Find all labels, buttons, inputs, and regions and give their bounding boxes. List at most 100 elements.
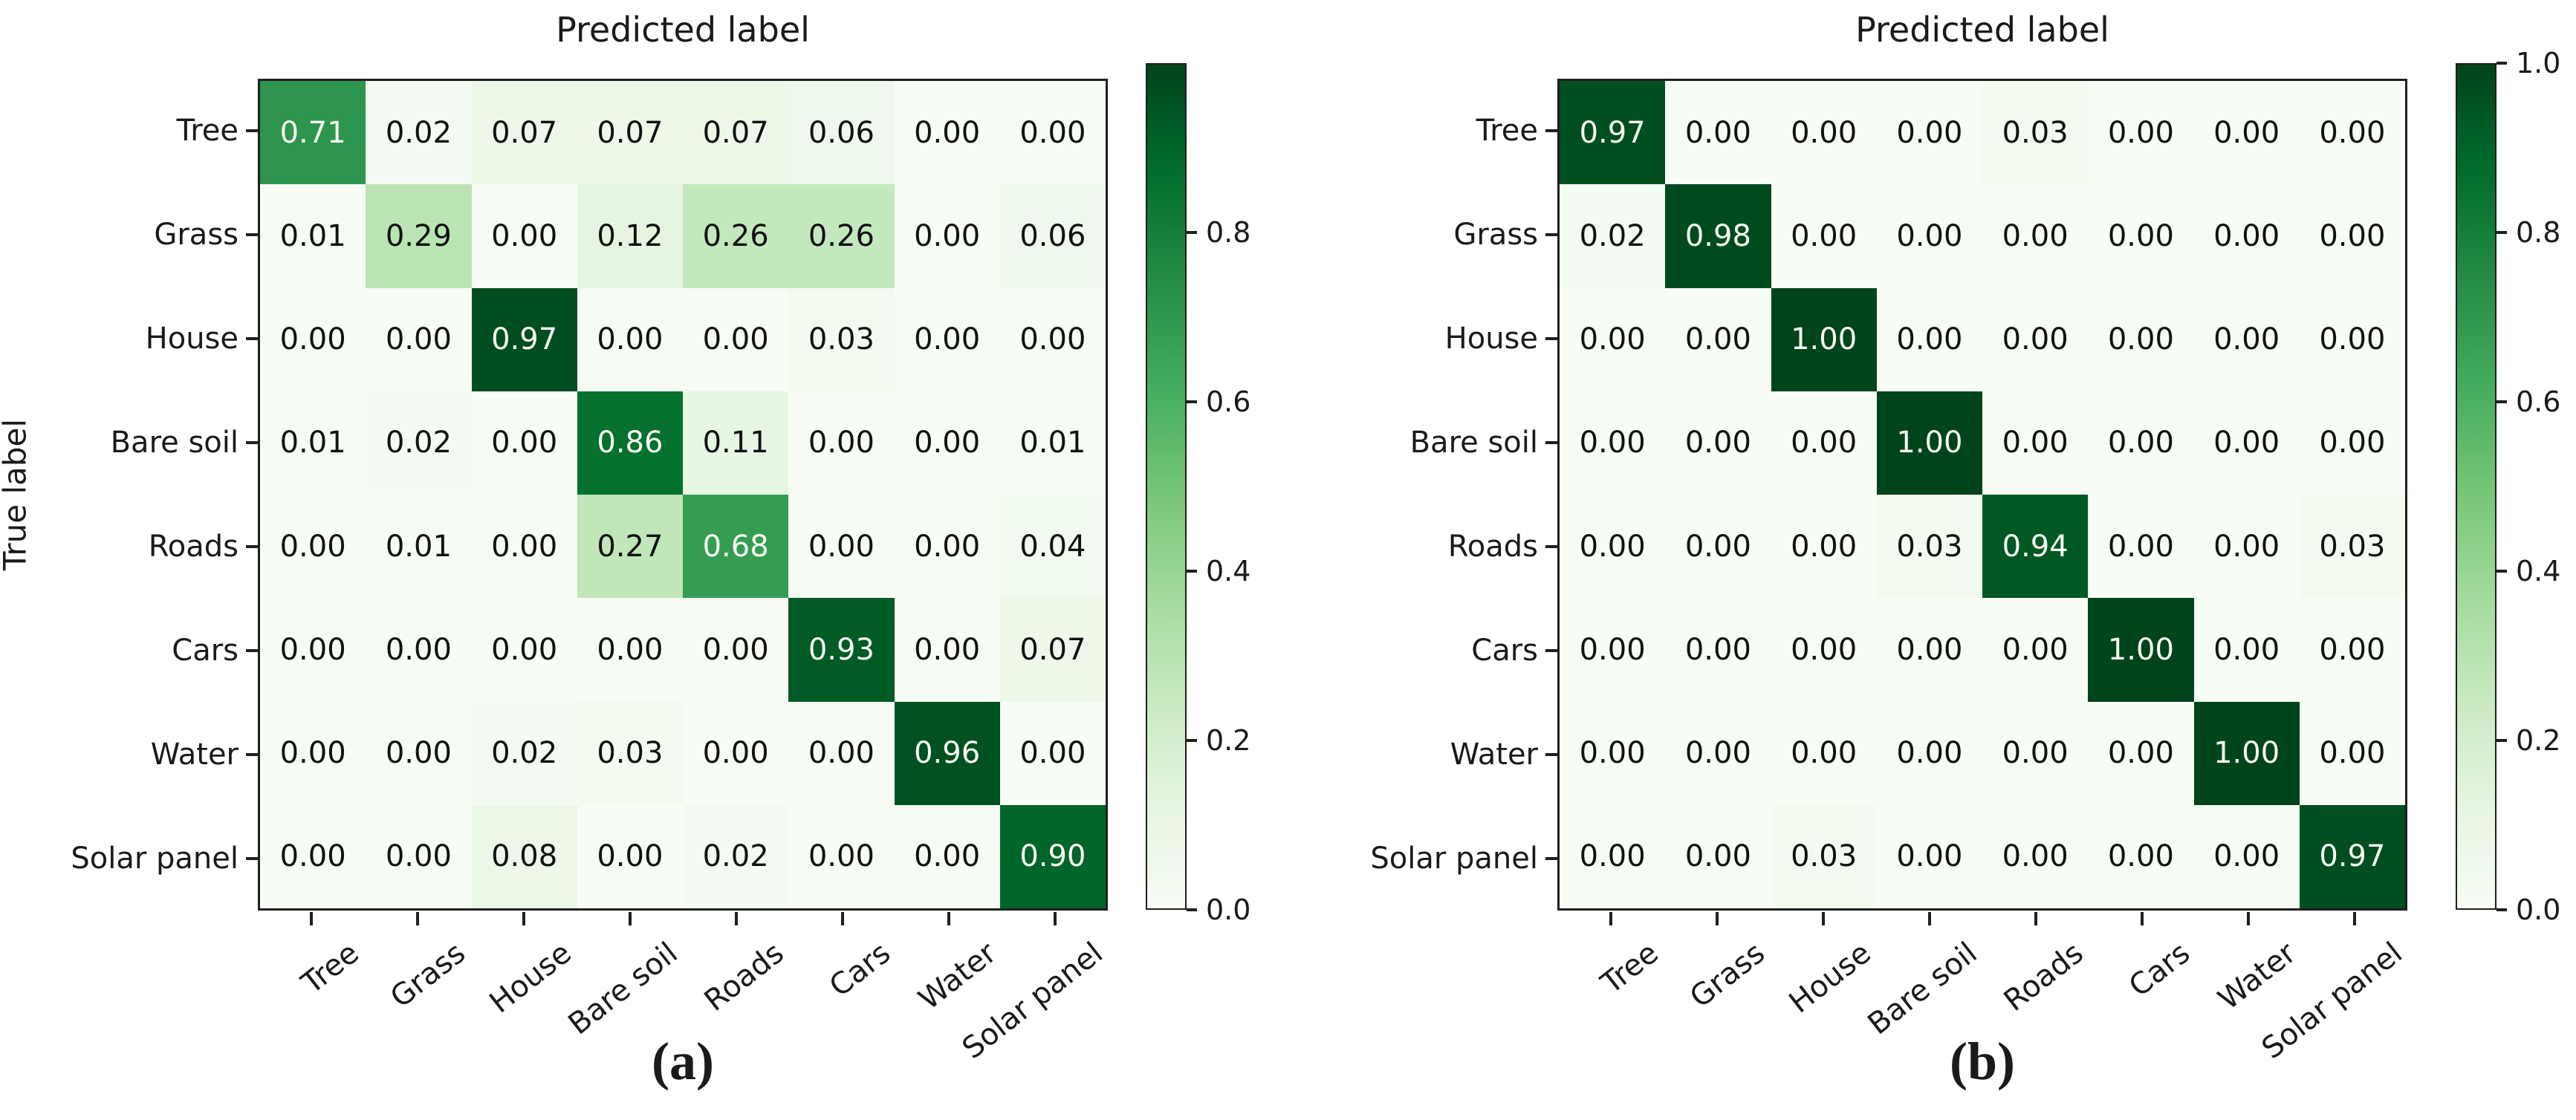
panel-caption: (b) — [1950, 1032, 2015, 1091]
matrix-cell: 1.00 — [2088, 598, 2194, 702]
col-tick — [2352, 912, 2356, 925]
matrix-cell: 0.00 — [1876, 598, 1982, 702]
matrix-cell: 0.00 — [894, 598, 1000, 702]
matrix-cell: 0.00 — [2088, 81, 2194, 185]
matrix-cell: 0.00 — [471, 391, 577, 495]
matrix-cell: 0.00 — [2193, 287, 2300, 391]
matrix-cell: 0.00 — [1771, 184, 1877, 288]
colorbar-tick — [1187, 570, 1197, 573]
matrix-cell: 0.00 — [999, 287, 1106, 391]
matrix-cell: 0.96 — [894, 701, 1000, 805]
matrix-cell: 0.00 — [1665, 495, 1771, 599]
matrix-cell: 0.00 — [577, 287, 683, 391]
colorbar-tick — [2496, 570, 2507, 573]
row-label: Cars — [1471, 634, 1538, 668]
colorbar-tick — [1187, 400, 1197, 403]
matrix-cell: 0.03 — [1876, 495, 1982, 599]
matrix-cell: 0.00 — [2193, 184, 2300, 288]
matrix-cell: 0.00 — [1876, 184, 1982, 288]
matrix-cell: 0.00 — [1771, 81, 1877, 185]
confusion-matrix: 0.97 0.00 0.00 0.00 0.03 0.00 0.00 0.00 0.02 0.98… — [1557, 79, 2407, 911]
col-tick — [734, 912, 738, 925]
matrix-cell: 0.00 — [2088, 804, 2194, 908]
panel-b: Predicted label 0.97 0.00 0.00 0.00 0.03 0.00… — [1288, 0, 2576, 1120]
matrix-cell: 0.01 — [999, 391, 1106, 495]
row-tick — [1545, 233, 1557, 236]
matrix-cell: 0.98 — [1665, 184, 1771, 288]
col-tick — [1053, 912, 1057, 925]
matrix-cell: 0.00 — [1982, 287, 2089, 391]
row-label: Bare soil — [1409, 426, 1538, 460]
matrix-cell: 0.90 — [999, 804, 1106, 908]
matrix-cell: 0.00 — [260, 495, 366, 599]
matrix-cell: 0.00 — [1876, 804, 1982, 908]
matrix-cell: 0.07 — [683, 81, 789, 185]
colorbar-tick — [2496, 739, 2507, 742]
matrix-cell: 1.00 — [2193, 701, 2300, 805]
panel-a: Predicted label True label 0.71 0.02 0.07 0… — [0, 10, 1251, 1091]
matrix-cell: 0.00 — [683, 287, 789, 391]
matrix-cell: 0.01 — [260, 184, 366, 288]
matrix-cell: 0.00 — [683, 701, 789, 805]
matrix-cell: 0.07 — [999, 598, 1106, 702]
matrix-cell: 0.00 — [2299, 287, 2405, 391]
col-label: Water — [912, 936, 1003, 1018]
matrix-cell: 0.00 — [788, 701, 895, 805]
matrix-cell: 0.29 — [366, 184, 472, 288]
matrix-cell: 0.00 — [2299, 184, 2405, 288]
matrix-cell: 1.00 — [1771, 287, 1877, 391]
colorbar-tick-label: 0.6 — [2516, 385, 2561, 418]
matrix-cell: 0.02 — [1560, 184, 1666, 288]
col-label: Bare soil — [1861, 936, 1984, 1042]
col-label: House — [483, 936, 578, 1020]
matrix-cell: 0.97 — [471, 287, 577, 391]
predicted-label-title: Predicted label — [556, 10, 810, 50]
matrix-cell: 0.00 — [894, 391, 1000, 495]
matrix-cell: 0.26 — [788, 184, 895, 288]
col-tick — [1715, 912, 1719, 925]
col-label: Tree — [1594, 936, 1665, 1001]
matrix-cell: 0.00 — [2299, 391, 2405, 495]
matrix-cell: 0.00 — [1665, 81, 1771, 185]
matrix-cell: 0.00 — [1665, 391, 1771, 495]
matrix-cell: 0.00 — [1665, 804, 1771, 908]
row-tick — [1545, 441, 1557, 444]
col-tick — [947, 912, 950, 925]
matrix-cell: 0.01 — [260, 391, 366, 495]
matrix-cell: 0.00 — [1982, 701, 2089, 805]
matrix-cell: 0.00 — [1560, 287, 1666, 391]
matrix-cell: 0.00 — [260, 598, 366, 702]
matrix-cell: 0.11 — [683, 391, 789, 495]
matrix-cell: 0.00 — [999, 81, 1106, 185]
row-label: Cars — [172, 634, 239, 668]
matrix-cell: 0.00 — [471, 495, 577, 599]
matrix-cell: 0.03 — [577, 701, 683, 805]
col-label: Cars — [823, 936, 897, 1004]
matrix-cell: 0.00 — [2088, 701, 2194, 805]
matrix-cell: 0.00 — [2193, 81, 2300, 185]
colorbar-tick-label: 0.4 — [1206, 555, 1251, 587]
matrix-cell: 0.00 — [2193, 391, 2300, 495]
col-label: Tree — [295, 936, 366, 1001]
row-label: Roads — [1447, 530, 1538, 564]
matrix-cell: 0.06 — [788, 81, 895, 185]
col-tick — [840, 912, 844, 925]
colorbar — [2456, 63, 2496, 910]
matrix-cell: 0.02 — [366, 391, 472, 495]
matrix-cell: 0.00 — [1560, 598, 1666, 702]
row-tick — [246, 753, 258, 756]
matrix-cell: 0.07 — [577, 81, 683, 185]
colorbar-tick-label: 0.8 — [2516, 216, 2561, 249]
matrix-cell: 0.00 — [577, 804, 683, 908]
matrix-cell: 0.07 — [471, 81, 577, 185]
matrix-cell: 0.03 — [1982, 81, 2089, 185]
matrix-cell: 0.02 — [366, 81, 472, 185]
matrix-cell: 0.00 — [1771, 701, 1877, 805]
col-tick — [309, 912, 313, 925]
matrix-cell: 0.02 — [471, 701, 577, 805]
matrix-cell: 0.86 — [577, 391, 683, 495]
colorbar-tick-label: 0.6 — [1206, 385, 1251, 418]
matrix-cell: 0.00 — [894, 184, 1000, 288]
matrix-cell: 0.00 — [1982, 391, 2089, 495]
matrix-cell: 0.00 — [1771, 598, 1877, 702]
